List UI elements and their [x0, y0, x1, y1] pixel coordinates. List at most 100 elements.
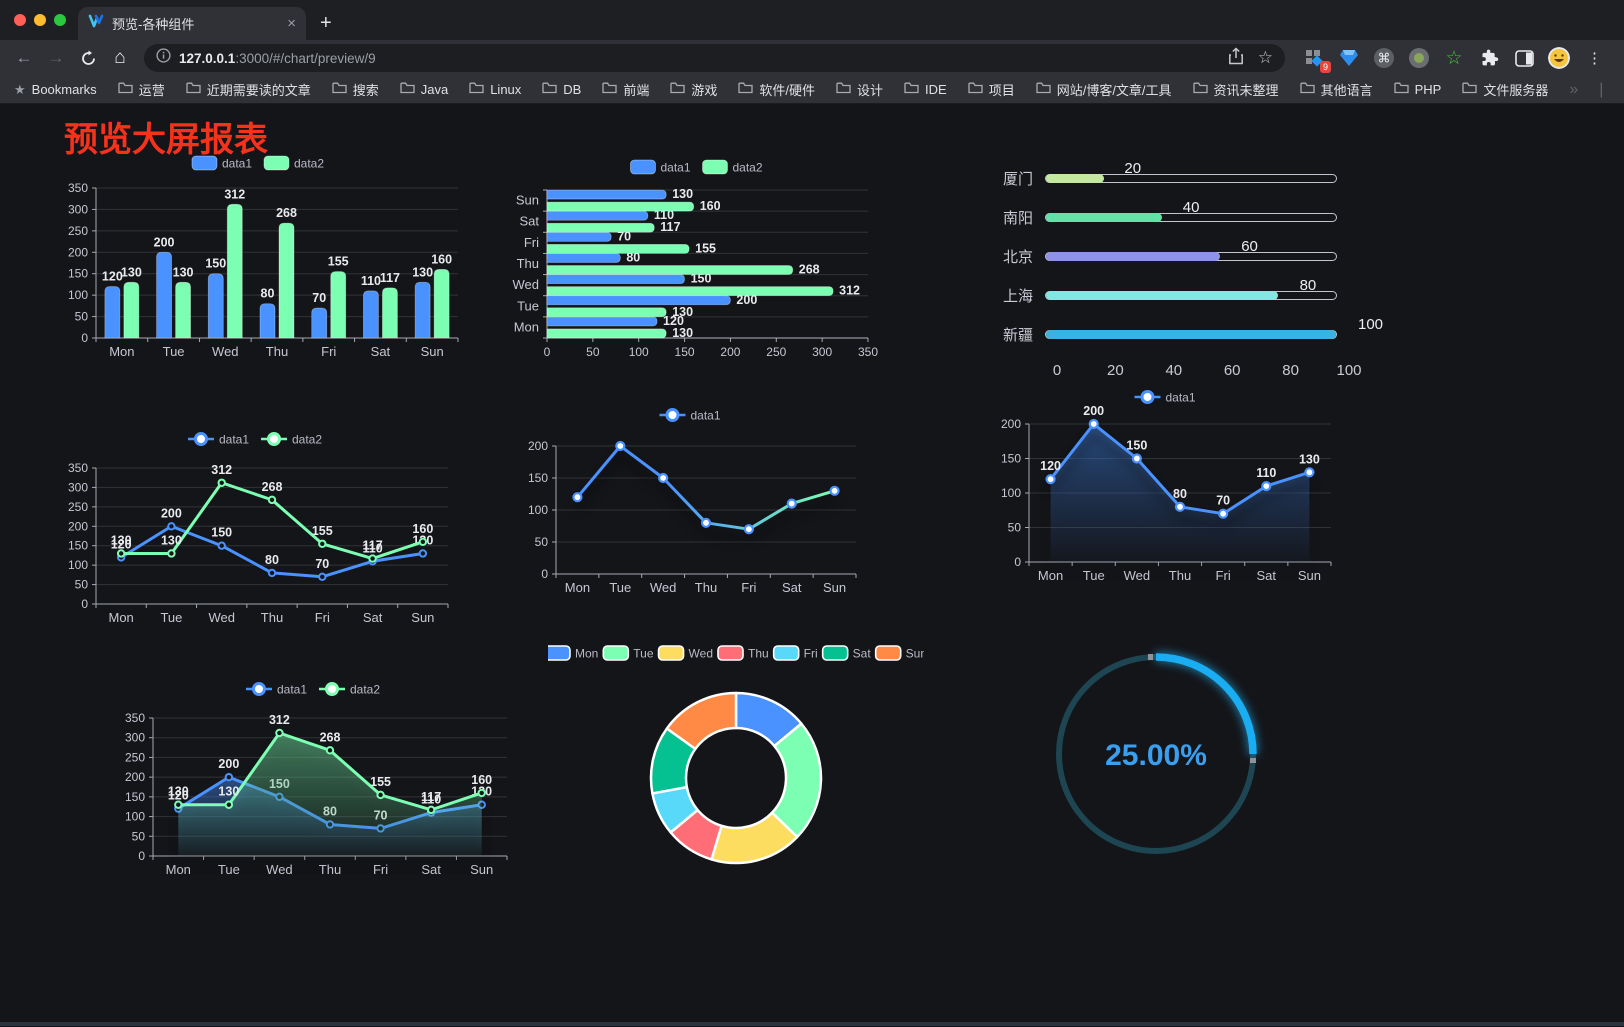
bookmark-folder-10[interactable]: IDE: [904, 80, 947, 99]
axis-tick-label: 60: [1223, 362, 1241, 379]
svg-text:Thu: Thu: [266, 344, 288, 359]
close-window-button[interactable]: [14, 14, 26, 26]
extension-grid-icon[interactable]: 9: [1303, 47, 1331, 73]
bookmark-folder-15[interactable]: PHP: [1393, 80, 1441, 99]
share-icon[interactable]: [1228, 46, 1244, 70]
reload-icon[interactable]: [74, 44, 102, 72]
svg-text:Tue: Tue: [160, 610, 182, 625]
svg-text:data2: data2: [292, 433, 322, 447]
progress-row-0: 厦门: [993, 168, 1337, 189]
home-icon[interactable]: ⌂: [114, 47, 126, 68]
svg-text:Mon: Mon: [575, 647, 598, 661]
legend[interactable]: data1 data2: [245, 682, 380, 697]
tab-title: 预览-各种组件: [112, 17, 195, 32]
svg-text:Wed: Wed: [513, 277, 540, 292]
bookmarks-divider: |: [1599, 80, 1604, 98]
svg-text:Mon: Mon: [514, 319, 539, 334]
folder-icon: [670, 82, 686, 97]
svg-text:Wed: Wed: [208, 610, 235, 625]
svg-text:50: 50: [535, 535, 549, 549]
svg-text:130: 130: [161, 533, 182, 547]
svg-text:150: 150: [528, 471, 548, 485]
bar-series: 130 110 70 80 150 200 120 160 117 155 268 312 130 130: [546, 187, 860, 340]
folder-icon: [118, 82, 133, 97]
legend[interactable]: data1 data2: [187, 432, 322, 447]
svg-text:150: 150: [1126, 439, 1147, 453]
browser-tab[interactable]: 预览-各种组件 ×: [78, 7, 306, 40]
svg-text:Fri: Fri: [524, 235, 539, 250]
command-extension-icon[interactable]: ⌘: [1373, 47, 1395, 69]
gem-extension-icon[interactable]: [1338, 47, 1360, 69]
folder-icon: [542, 82, 557, 97]
svg-text:120: 120: [1040, 459, 1061, 473]
svg-text:50: 50: [75, 578, 89, 592]
browser-menu-icon[interactable]: ⋮: [1587, 50, 1602, 67]
bookmark-folder-6[interactable]: 前端: [602, 80, 649, 99]
zoom-window-button[interactable]: [54, 14, 66, 26]
tab-close-icon[interactable]: ×: [287, 15, 296, 32]
svg-text:250: 250: [68, 500, 88, 514]
forward-icon[interactable]: →: [47, 48, 65, 67]
chart-two-lines: data1 data2 0 50 100 150 200 250 300 350 Mon Tue Wed…: [48, 426, 462, 638]
favicon: [88, 13, 104, 34]
bar-series: 120 200 150 80 70 110 130 130 130 312 268 155 117 160: [102, 187, 452, 339]
svg-text:160: 160: [412, 522, 433, 536]
svg-text:130: 130: [672, 305, 693, 319]
bookmark-folder-8[interactable]: 软件/硬件: [738, 80, 815, 99]
svg-text:160: 160: [431, 252, 452, 266]
progress-track: [1045, 213, 1337, 222]
bookmark-folder-14[interactable]: 其他语言: [1299, 80, 1373, 99]
bookmark-folder-4[interactable]: Linux: [469, 80, 521, 99]
bookmark-folder-12[interactable]: 网站/博客/文章/工具: [1036, 80, 1172, 99]
bookmark-star-icon[interactable]: ☆: [1257, 48, 1273, 67]
svg-text:0: 0: [81, 597, 88, 611]
record-extension-icon[interactable]: [1408, 47, 1430, 69]
bookmark-folder-11[interactable]: 项目: [968, 80, 1015, 99]
svg-text:50: 50: [132, 829, 146, 843]
axes: 0 50 100 150 200 250 300 350 Mon Tue Wed Thu Fri Sat S…: [68, 461, 449, 625]
svg-text:Sat: Sat: [363, 610, 383, 625]
legend[interactable]: data1: [1134, 390, 1196, 405]
svg-text:110: 110: [1256, 466, 1276, 480]
svg-text:Wed: Wed: [212, 344, 239, 359]
profile-avatar[interactable]: [1548, 47, 1570, 69]
back-icon[interactable]: ←: [15, 48, 33, 67]
green-star-extension-icon[interactable]: ☆: [1445, 47, 1463, 69]
folder-icon: [1192, 82, 1208, 97]
bookmark-folder-7[interactable]: 游戏: [670, 80, 717, 99]
legend[interactable]: data1 data2: [191, 155, 324, 171]
bookmark-folder-5[interactable]: DB: [542, 80, 581, 99]
svg-text:Tue: Tue: [163, 344, 185, 359]
axis-tick-label: 40: [1165, 362, 1183, 379]
bookmark-folder-16[interactable]: 文件服务器: [1462, 80, 1548, 99]
progress-value: 100: [1358, 316, 1384, 333]
bookmark-folder-9[interactable]: 设计: [836, 80, 883, 99]
svg-text:data2: data2: [350, 683, 380, 697]
bookmarks-overflow-chevron[interactable]: »: [1569, 80, 1579, 98]
legend[interactable]: data1 data2: [630, 159, 763, 175]
site-info-icon[interactable]: [156, 48, 171, 68]
folder-icon: [1393, 82, 1409, 97]
svg-text:155: 155: [328, 255, 349, 269]
progress-label: 厦门: [1002, 171, 1033, 188]
bookmarks-label: Bookmarks: [31, 82, 97, 97]
address-bar[interactable]: 127.0.0.1:3000/#/chart/preview/9 ☆: [144, 44, 1285, 72]
svg-text:117: 117: [421, 790, 441, 804]
bookmarks-manager[interactable]: ★ Bookmarks: [14, 82, 97, 98]
legend[interactable]: data1: [659, 408, 721, 423]
bookmark-folder-13[interactable]: 资讯未整理: [1192, 80, 1279, 99]
bookmark-folder-2[interactable]: 搜索: [332, 80, 379, 99]
side-panel-icon[interactable]: [1513, 47, 1535, 69]
bookmark-folder-1[interactable]: 近期需要读的文章: [186, 80, 311, 99]
bookmark-folder-0[interactable]: 运营: [118, 80, 165, 99]
bookmark-folder-3[interactable]: Java: [400, 80, 448, 99]
chart-grouped-bar: data1 data2 0 50 100 150 200 250 300 350 Mon Tue Wed…: [48, 150, 468, 368]
legend[interactable]: Mon Tue Wed Thu Fri Sat Sun: [544, 645, 927, 661]
new-tab-button[interactable]: +: [320, 12, 332, 34]
svg-text:110: 110: [654, 208, 674, 222]
page-title: 预览大屏报表: [64, 121, 268, 159]
minimize-window-button[interactable]: [34, 14, 46, 26]
extensions-puzzle-icon[interactable]: [1478, 47, 1500, 69]
progress-row-2: 北京: [993, 246, 1337, 267]
